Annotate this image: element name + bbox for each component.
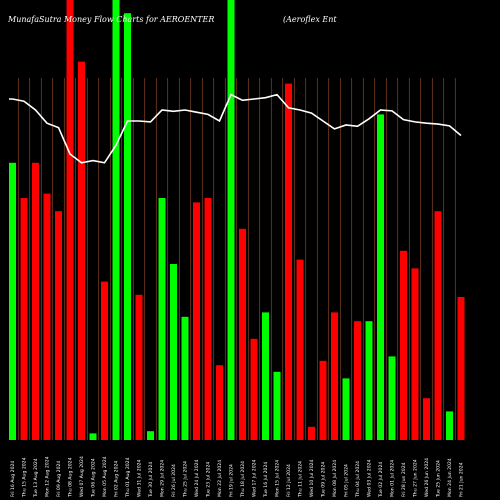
bar-down <box>101 281 108 440</box>
bar-up <box>227 0 235 440</box>
bar-up <box>170 264 177 440</box>
x-tick-label: Fri 16 Aug 2024 <box>10 461 16 497</box>
x-tick-label: Mon 12 Aug 2024 <box>45 456 51 497</box>
x-tick-label: Wed 17 Jul 2024 <box>252 459 258 497</box>
x-tick-label: Fri 28 Jun 2024 <box>401 462 407 497</box>
bar-down <box>400 250 407 440</box>
bar-up <box>147 431 154 440</box>
bar-down <box>32 162 39 441</box>
x-tick-label: Wed 03 Jul 2024 <box>367 459 373 497</box>
x-tick-label: Tue 25 Jun 2024 <box>436 460 442 498</box>
grid-lines <box>17 78 456 440</box>
bar-up <box>377 114 384 441</box>
x-tick-label: Fri 12 Jul 2024 <box>286 464 292 497</box>
x-tick-label: Tue 13 Aug 2024 <box>33 458 39 498</box>
bar-up <box>9 162 16 441</box>
bar-down <box>193 202 200 440</box>
bar-down <box>457 297 465 440</box>
x-tick-label: Fri 09 Aug 2024 <box>56 461 62 497</box>
x-tick-label: Fri 05 Jul 2024 <box>344 464 350 497</box>
x-tick-label: Thu 04 Jul 2024 <box>355 461 361 498</box>
x-tick-label: Wed 24 Jul 2024 <box>194 459 200 497</box>
bar-down <box>296 259 304 440</box>
x-tick-label: Tue 23 Jul 2024 <box>206 462 212 498</box>
x-tick-label: Tue 09 Jul 2024 <box>321 462 327 498</box>
bar-down <box>331 312 338 440</box>
bar-down <box>43 193 51 440</box>
bar-up <box>446 411 453 440</box>
chart-subtitle: (Aeroflex Ent <box>283 15 337 24</box>
x-tick-label: Fri 26 Jul 2024 <box>171 464 177 497</box>
x-tick-label: Mon 15 Jul 2024 <box>275 460 281 497</box>
x-tick-label: Mon 01 Jul 2024 <box>390 460 396 497</box>
bar-down <box>204 198 212 440</box>
x-tick-label: Thu 01 Aug 2024 <box>125 457 131 498</box>
x-tick-label: Wed 10 Jul 2024 <box>309 459 315 497</box>
bar-down <box>423 398 430 440</box>
x-tick-label: Mon 29 Jul 2024 <box>160 460 166 497</box>
x-tick-label: Thu 18 Jul 2024 <box>240 461 246 498</box>
x-tick-label: Wed 26 Jun 2024 <box>424 458 430 497</box>
bar-down <box>411 268 419 440</box>
x-tick-label: Thu 11 Jul 2024 <box>298 461 304 498</box>
x-tick-label: Wed 07 Aug 2024 <box>79 456 85 497</box>
x-tick-label: Thu 08 Aug 2024 <box>68 457 74 498</box>
x-tick-label: Mon 24 Jun 2024 <box>447 458 453 497</box>
bar-down <box>308 426 315 440</box>
x-tick-label: Fri 21 Jun 2024 <box>459 462 465 497</box>
bar-down <box>78 61 85 440</box>
bar-down <box>319 360 327 440</box>
x-tick-labels: Fri 16 Aug 2024 Thu 15 Aug 2024 Tue 13 Aug… <box>10 456 465 498</box>
x-tick-label: Fri 02 Aug 2024 <box>114 461 120 497</box>
bar-down <box>354 321 361 440</box>
x-tick-label: Tue 06 Aug 2024 <box>91 458 97 498</box>
x-tick-label: Mon 08 Jul 2024 <box>332 460 338 497</box>
bar-up <box>158 198 166 440</box>
bar-up <box>124 13 131 440</box>
bar-up <box>89 433 97 440</box>
bar-up <box>112 0 120 440</box>
bar-down <box>239 228 246 440</box>
x-tick-label: Fri 19 Jul 2024 <box>229 464 235 497</box>
x-tick-label: Tue 16 Jul 2024 <box>263 462 269 498</box>
x-tick-label: Thu 25 Jul 2024 <box>183 461 189 498</box>
x-tick-label: Mon 22 Jul 2024 <box>217 460 223 497</box>
bar-up <box>342 378 350 440</box>
x-tick-label: Mon 05 Aug 2024 <box>102 456 108 497</box>
bar-down <box>250 338 258 440</box>
bar-down <box>135 294 143 440</box>
x-tick-label: Thu 15 Aug 2024 <box>22 457 28 498</box>
bar-down <box>216 365 223 440</box>
bar-down <box>66 0 74 440</box>
bar-up <box>273 371 281 440</box>
bar-down <box>285 83 292 440</box>
bar-up <box>388 356 396 440</box>
x-tick-label: Thu 27 Jun 2024 <box>413 459 419 498</box>
x-tick-label: Wed 31 Jul 2024 <box>137 459 143 497</box>
money-flow-line <box>9 93 462 164</box>
bar-down <box>55 211 62 440</box>
x-tick-label: Tue 30 Jul 2024 <box>148 462 154 498</box>
x-tick-label: Tue 02 Jul 2024 <box>378 462 384 498</box>
bar-down <box>434 211 442 440</box>
bar-up <box>262 312 269 440</box>
bar-down <box>20 198 28 440</box>
bars <box>9 0 465 441</box>
bar-up <box>181 316 189 440</box>
bar-up <box>365 321 373 440</box>
chart-title: MunafaSutra Money Flow Charts for AEROEN… <box>7 15 214 24</box>
